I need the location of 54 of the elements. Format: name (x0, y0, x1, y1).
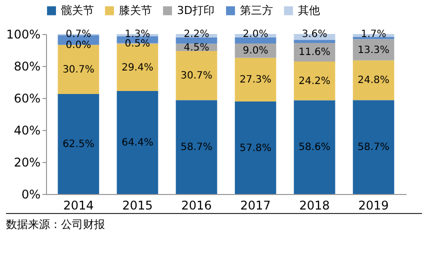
data-label: 3.6% (302, 29, 328, 40)
bar (294, 40, 336, 43)
data-label: 58.7% (180, 142, 212, 154)
bar (352, 36, 394, 40)
data-label: 2.0% (242, 29, 268, 40)
y-tick-label: 80% (14, 60, 40, 74)
data-label: 29.4% (122, 62, 154, 74)
x-tick-label: 2016 (181, 198, 212, 212)
bar (176, 38, 218, 44)
bar (176, 50, 218, 100)
bar (234, 58, 276, 102)
bar (234, 102, 276, 194)
bar (352, 100, 394, 194)
y-tick-label: 100% (6, 28, 40, 42)
bar (352, 60, 394, 100)
x-tick-label: 2017 (240, 198, 271, 212)
data-label: 30.7% (180, 70, 212, 82)
y-tick-label: 40% (14, 124, 40, 138)
data-label: 57.8% (240, 142, 272, 154)
y-tick-label: 0% (21, 188, 40, 202)
bar (294, 62, 336, 100)
bar (234, 37, 276, 44)
data-label: 0.7% (66, 29, 92, 40)
x-tick-label: 2015 (122, 198, 153, 212)
data-label: 1.7% (360, 29, 386, 40)
x-tick-label: 2019 (358, 198, 389, 212)
bar (116, 90, 158, 194)
bar (58, 94, 100, 194)
data-label: 11.6% (298, 47, 330, 58)
data-label: 24.8% (358, 75, 390, 86)
bar (176, 100, 218, 194)
legend-label: 3D打印 (177, 4, 214, 17)
legend-label: 膝关节 (119, 4, 152, 17)
data-label: 58.6% (298, 142, 330, 154)
y-tick-label: 20% (14, 156, 40, 170)
y-tick-label: 60% (14, 92, 40, 106)
data-label: 27.3% (240, 74, 272, 86)
x-tick-label: 2018 (299, 198, 330, 212)
legend-label: 其他 (298, 4, 320, 17)
data-label: 1.3% (124, 29, 150, 40)
data-label: 4.5% (184, 42, 210, 54)
data-label: 62.5% (62, 139, 94, 150)
data-label: 9.0% (242, 46, 268, 57)
bar (294, 100, 336, 194)
legend-label: 第三方 (240, 4, 273, 17)
data-label: 2.2% (184, 29, 210, 40)
source-note: 数据来源：公司财报 (6, 213, 422, 232)
x-tick-label: 2014 (63, 198, 94, 212)
data-label: 24.2% (298, 76, 330, 87)
data-label: 64.4% (122, 137, 154, 148)
legend-label: 髋关节 (61, 4, 94, 17)
data-label: 58.7% (358, 142, 390, 154)
data-label: 30.7% (62, 64, 94, 76)
data-label: 13.3% (358, 44, 390, 56)
